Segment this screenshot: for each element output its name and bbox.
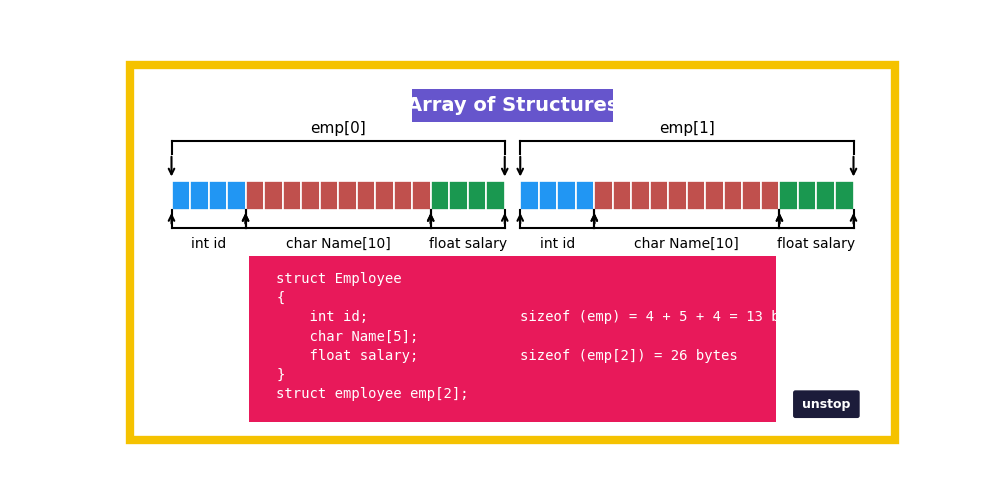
Bar bbox=[283, 181, 301, 210]
FancyBboxPatch shape bbox=[249, 256, 776, 422]
Bar bbox=[190, 181, 209, 210]
Text: struct employee emp[2];: struct employee emp[2]; bbox=[276, 387, 469, 401]
Bar bbox=[613, 181, 631, 210]
Bar bbox=[631, 181, 650, 210]
Bar bbox=[301, 181, 320, 210]
Text: emp[0]: emp[0] bbox=[310, 121, 366, 136]
Bar bbox=[357, 181, 375, 210]
Bar bbox=[394, 181, 412, 210]
Bar bbox=[468, 181, 486, 210]
Bar bbox=[724, 181, 742, 210]
Bar bbox=[520, 181, 539, 210]
Bar bbox=[557, 181, 576, 210]
Bar bbox=[576, 181, 594, 210]
Bar bbox=[227, 181, 246, 210]
Text: char Name[5];: char Name[5]; bbox=[276, 330, 418, 344]
Bar bbox=[264, 181, 283, 210]
Bar bbox=[742, 181, 761, 210]
Text: char Name[10]: char Name[10] bbox=[286, 237, 390, 251]
Text: }: } bbox=[276, 368, 285, 382]
Text: float salary: float salary bbox=[777, 237, 856, 251]
Bar bbox=[650, 181, 668, 210]
Text: float salary;: float salary; bbox=[276, 349, 418, 363]
Bar bbox=[338, 181, 357, 210]
Bar bbox=[668, 181, 687, 210]
Bar bbox=[209, 181, 227, 210]
Bar bbox=[320, 181, 338, 210]
Text: int id: int id bbox=[191, 237, 226, 251]
Bar bbox=[705, 181, 724, 210]
Text: struct Employee: struct Employee bbox=[276, 272, 402, 286]
Bar bbox=[687, 181, 705, 210]
Text: emp[1]: emp[1] bbox=[659, 121, 715, 136]
Bar bbox=[798, 181, 816, 210]
Bar bbox=[412, 181, 431, 210]
Text: sizeof (emp) = 4 + 5 + 4 = 13 bytes: sizeof (emp) = 4 + 5 + 4 = 13 bytes bbox=[520, 310, 813, 324]
FancyBboxPatch shape bbox=[793, 390, 860, 418]
Bar bbox=[835, 181, 854, 210]
Bar bbox=[779, 181, 798, 210]
Bar bbox=[246, 181, 264, 210]
Bar bbox=[449, 181, 468, 210]
Bar bbox=[375, 181, 394, 210]
Text: float salary: float salary bbox=[429, 237, 507, 251]
Bar bbox=[172, 181, 190, 210]
Text: unstop: unstop bbox=[802, 398, 851, 410]
Text: char Name[10]: char Name[10] bbox=[635, 237, 739, 251]
Bar bbox=[816, 181, 835, 210]
Text: int id: int id bbox=[540, 237, 575, 251]
FancyBboxPatch shape bbox=[412, 90, 613, 122]
Bar bbox=[486, 181, 505, 210]
Bar bbox=[431, 181, 449, 210]
Text: int id;: int id; bbox=[276, 310, 368, 324]
Bar bbox=[539, 181, 557, 210]
Bar bbox=[761, 181, 779, 210]
Text: {: { bbox=[276, 291, 285, 305]
Text: Array of Structures: Array of Structures bbox=[407, 96, 618, 115]
Bar bbox=[594, 181, 613, 210]
Text: sizeof (emp[2]) = 26 bytes: sizeof (emp[2]) = 26 bytes bbox=[520, 349, 738, 363]
